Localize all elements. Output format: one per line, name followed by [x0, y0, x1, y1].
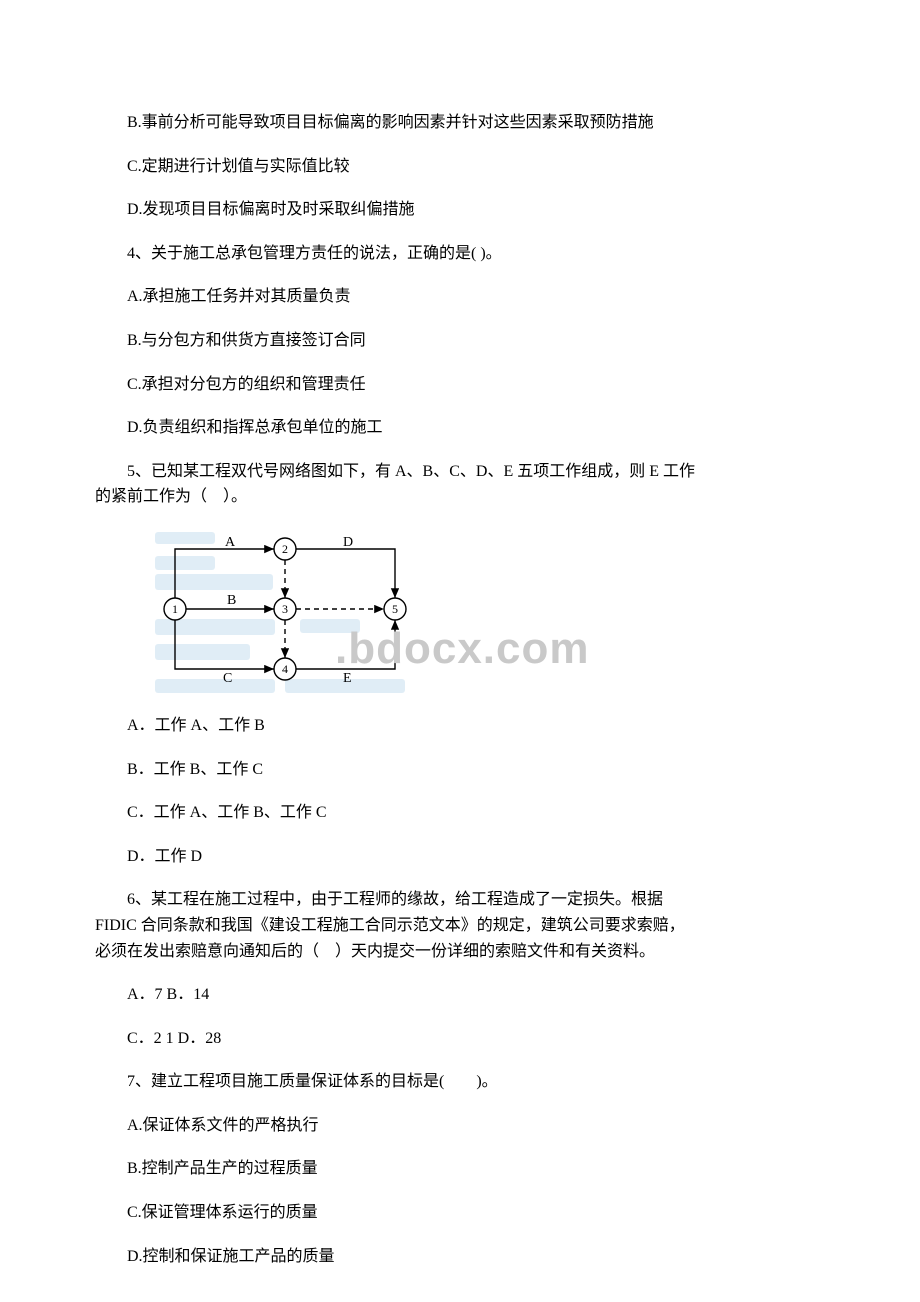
- q7-option-c: C.保证管理体系运行的质量: [95, 1200, 825, 1226]
- svg-text:C: C: [223, 671, 232, 686]
- svg-text:1: 1: [172, 602, 178, 616]
- q3-option-d: D.发现项目目标偏离时及时采取纠偏措施: [95, 197, 825, 223]
- q6-stem-line1: 6、某工程在施工过程中，由于工程师的缘故，给工程造成了一定损失。根据: [95, 887, 825, 913]
- q4-option-b: B.与分包方和供货方直接签订合同: [95, 328, 825, 354]
- q7-option-a: A.保证体系文件的严格执行: [95, 1113, 825, 1139]
- svg-text:2: 2: [282, 542, 288, 556]
- q4-option-d: D.负责组织和指挥总承包单位的施工: [95, 415, 825, 441]
- q4-stem: 4、关于施工总承包管理方责任的说法，正确的是( )。: [95, 241, 825, 267]
- q7-stem: 7、建立工程项目施工质量保证体系的目标是( )。: [95, 1069, 825, 1095]
- svg-text:4: 4: [282, 662, 288, 676]
- q7-option-b: B.控制产品生产的过程质量: [95, 1156, 825, 1182]
- network-diagram: A B C D E 1 2 3 4 5: [145, 524, 425, 696]
- q5-stem-line1: 5、已知某工程双代号网络图如下，有 A、B、C、D、E 五项工作组成，则 E 工…: [95, 459, 825, 485]
- svg-text:5: 5: [392, 602, 398, 616]
- q6-option-cd: C．2 1 D．28: [95, 1026, 825, 1052]
- q5-option-a: A．工作 A、工作 B: [95, 713, 825, 739]
- q5-stem-line2: 的紧前工作为（ ）。: [95, 484, 825, 510]
- q3-option-b: B.事前分析可能导致项目目标偏离的影响因素并针对这些因素采取预防措施: [95, 110, 825, 136]
- q6-option-ab: A．7 B．14: [95, 982, 825, 1008]
- q4-option-c: C.承担对分包方的组织和管理责任: [95, 372, 825, 398]
- q5-option-d: D．工作 D: [95, 844, 825, 870]
- svg-text:E: E: [343, 671, 352, 686]
- svg-text:D: D: [343, 535, 353, 550]
- svg-text:3: 3: [282, 602, 288, 616]
- q5-stem: 5、已知某工程双代号网络图如下，有 A、B、C、D、E 五项工作组成，则 E 工…: [95, 459, 825, 510]
- q5-option-b: B．工作 B、工作 C: [95, 757, 825, 783]
- svg-text:A: A: [225, 535, 236, 550]
- q6-stem-line2: FIDIC 合同条款和我国《建设工程施工合同示范文本》的规定，建筑公司要求索赔，: [95, 913, 825, 939]
- q5-option-c: C．工作 A、工作 B、工作 C: [95, 800, 825, 826]
- q6-stem-line3: 必须在发出索赔意向通知后的（ ）天内提交一份详细的索赔文件和有关资料。: [95, 939, 825, 965]
- q3-option-c: C.定期进行计划值与实际值比较: [95, 154, 825, 180]
- q6-stem: 6、某工程在施工过程中，由于工程师的缘故，给工程造成了一定损失。根据 FIDIC…: [95, 887, 825, 964]
- network-diagram-container: ABCDE12345 .bdocx.com: [145, 524, 675, 699]
- svg-text:B: B: [227, 593, 236, 608]
- q4-option-a: A.承担施工任务并对其质量负责: [95, 284, 825, 310]
- q7-option-d: D.控制和保证施工产品的质量: [95, 1244, 825, 1270]
